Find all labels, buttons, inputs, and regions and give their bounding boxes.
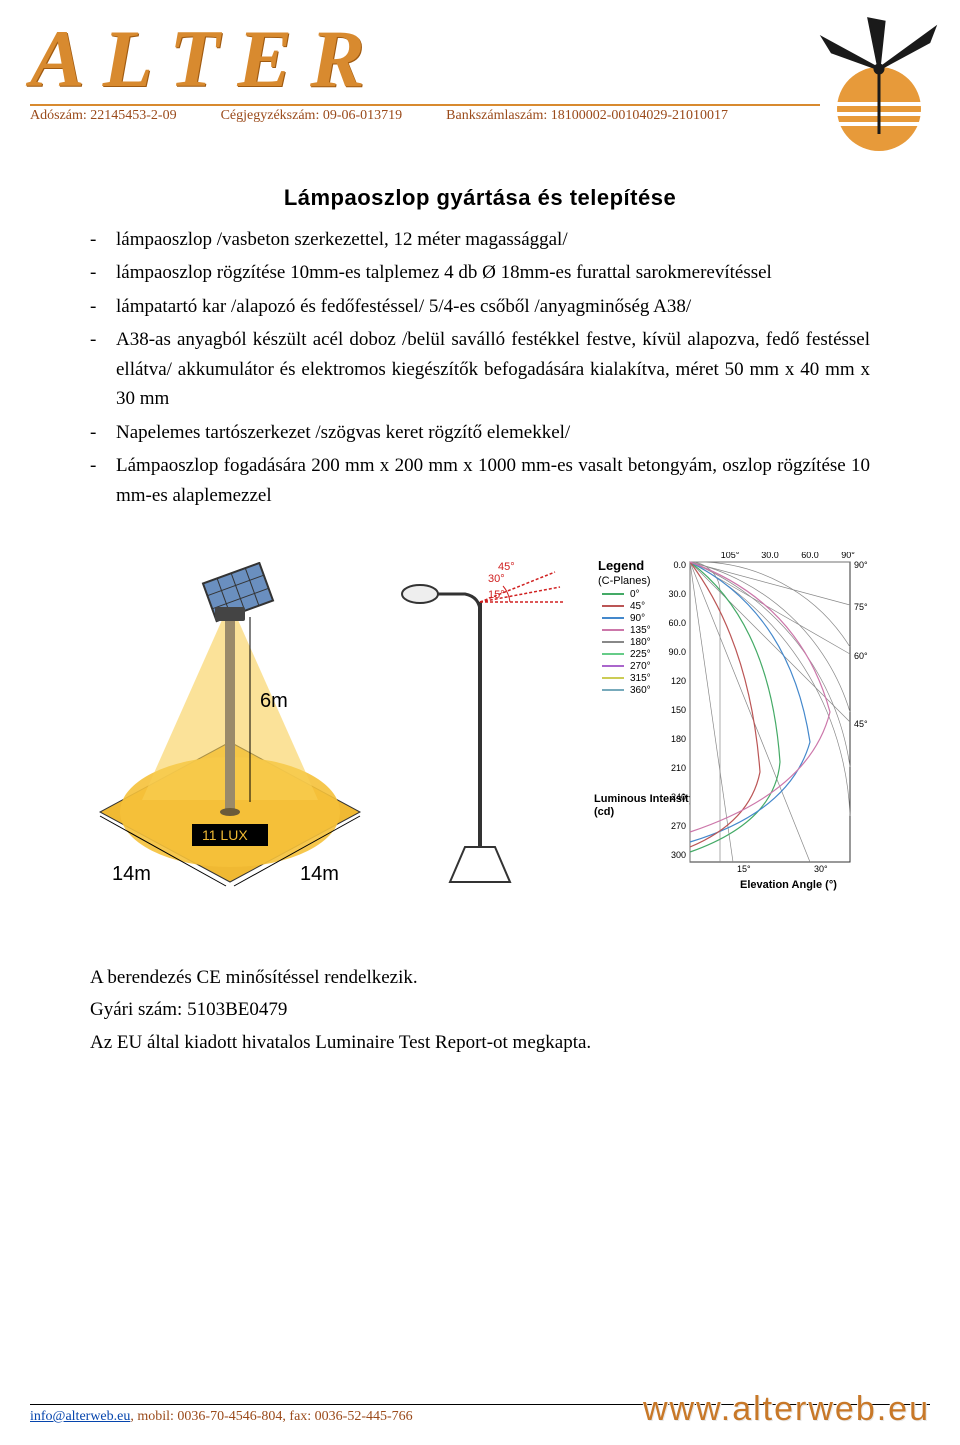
svg-text:90°: 90° bbox=[841, 552, 855, 560]
svg-text:30.0: 30.0 bbox=[668, 589, 686, 599]
figures-row: 6m 11 LUX 14m 14m 45° bbox=[90, 552, 870, 892]
svg-text:360°: 360° bbox=[630, 685, 651, 696]
svg-text:135°: 135° bbox=[630, 625, 651, 636]
svg-text:30°: 30° bbox=[488, 573, 505, 585]
footer-text-block: A berendezés CE minősítéssel rendelkezik… bbox=[90, 962, 870, 1059]
svg-text:270°: 270° bbox=[630, 661, 651, 672]
svg-text:120: 120 bbox=[671, 676, 686, 686]
email-link[interactable]: info@alterweb.eu bbox=[30, 1409, 130, 1424]
page-title: Lámpaoszlop gyártása és telepítése bbox=[90, 185, 870, 211]
turbine-logo-icon bbox=[814, 14, 944, 154]
svg-text:180: 180 bbox=[671, 734, 686, 744]
svg-text:15°: 15° bbox=[737, 864, 751, 874]
website-url: www.alterweb.eu bbox=[643, 1390, 930, 1429]
svg-text:90.0: 90.0 bbox=[668, 647, 686, 657]
svg-text:225°: 225° bbox=[630, 649, 651, 660]
svg-text:60.0: 60.0 bbox=[668, 618, 686, 628]
header-divider bbox=[30, 104, 820, 106]
list-item: lámpatartó kar /alapozó és fedőfestéssel… bbox=[116, 292, 870, 321]
list-item: lámpaoszlop rögzítése 10mm-es talplemez … bbox=[116, 258, 870, 287]
registration-line: Adószám: 22145453-2-09 Cégjegyzékszám: 0… bbox=[30, 108, 930, 124]
svg-text:75°: 75° bbox=[854, 602, 868, 612]
svg-text:45°: 45° bbox=[854, 719, 868, 729]
svg-text:105°: 105° bbox=[721, 552, 740, 560]
solar-lamp-diagram: 6m 11 LUX 14m 14m bbox=[90, 562, 370, 892]
page-footer: info@alterweb.eu, mobil: 0036-70-4546-80… bbox=[30, 1404, 930, 1425]
svg-text:315°: 315° bbox=[630, 673, 651, 684]
lamp-angle-diagram: 45° 30° 15° bbox=[390, 562, 570, 892]
lux-label: 11 LUX bbox=[202, 827, 248, 843]
bank-account: Bankszámlaszám: 18100002-00104029-210100… bbox=[446, 108, 728, 124]
svg-text:0°: 0° bbox=[630, 589, 640, 600]
polar-chart-block: Legend (C-Planes) 0° 45° 90° 135° 180° 2… bbox=[590, 552, 870, 892]
svg-text:30°: 30° bbox=[814, 864, 828, 874]
list-item: lámpaoszlop /vasbeton szerkezettel, 12 m… bbox=[116, 225, 870, 254]
svg-text:270: 270 bbox=[671, 821, 686, 831]
content: Lámpaoszlop gyártása és telepítése lámpa… bbox=[0, 155, 960, 1059]
serial-line: Gyári szám: 5103BE0479 bbox=[90, 994, 870, 1026]
company-reg: Cégjegyzékszám: 09-06-013719 bbox=[221, 108, 403, 124]
list-item: Napelemes tartószerkezet /szögvas keret … bbox=[116, 418, 870, 447]
logo: ALTER bbox=[30, 18, 930, 100]
legend-subtitle: (C-Planes) bbox=[598, 575, 651, 587]
svg-text:90°: 90° bbox=[630, 613, 645, 624]
svg-text:300: 300 bbox=[671, 850, 686, 860]
legend-title: Legend bbox=[598, 558, 644, 573]
svg-text:60.0: 60.0 bbox=[801, 552, 819, 560]
svg-text:60°: 60° bbox=[854, 651, 868, 661]
spec-list: lámpaoszlop /vasbeton szerkezettel, 12 m… bbox=[90, 225, 870, 510]
polar-chart: Legend (C-Planes) 0° 45° 90° 135° 180° 2… bbox=[590, 552, 870, 892]
svg-text:90°: 90° bbox=[854, 560, 868, 570]
svg-text:15°: 15° bbox=[488, 589, 505, 601]
svg-text:45°: 45° bbox=[630, 601, 645, 612]
x-axis-title: Elevation Angle (°) bbox=[740, 879, 837, 891]
height-label: 6m bbox=[260, 690, 288, 712]
width-right: 14m bbox=[300, 863, 339, 885]
width-left: 14m bbox=[112, 863, 151, 885]
svg-text:180°: 180° bbox=[630, 637, 651, 648]
svg-text:30.0: 30.0 bbox=[761, 552, 779, 560]
report-line: Az EU által kiadott hivatalos Luminaire … bbox=[90, 1027, 870, 1059]
svg-text:45°: 45° bbox=[498, 562, 515, 573]
ce-line: A berendezés CE minősítéssel rendelkezik… bbox=[90, 962, 870, 994]
tax-number: Adószám: 22145453-2-09 bbox=[30, 108, 177, 124]
svg-text:(cd): (cd) bbox=[594, 806, 615, 818]
list-item: Lámpaoszlop fogadására 200 mm x 200 mm x… bbox=[116, 451, 870, 510]
svg-text:150: 150 bbox=[671, 705, 686, 715]
svg-text:0.0: 0.0 bbox=[673, 560, 686, 570]
contact-rest: , mobil: 0036-70-4546-804, fax: 0036-52-… bbox=[130, 1409, 412, 1424]
header: ALTER Adószám: 22145453-2-09 Cégjegyzéks… bbox=[0, 0, 960, 155]
svg-text:240: 240 bbox=[671, 792, 686, 802]
svg-text:210: 210 bbox=[671, 763, 686, 773]
list-item: A38-as anyagból készült acél doboz /belü… bbox=[116, 325, 870, 413]
